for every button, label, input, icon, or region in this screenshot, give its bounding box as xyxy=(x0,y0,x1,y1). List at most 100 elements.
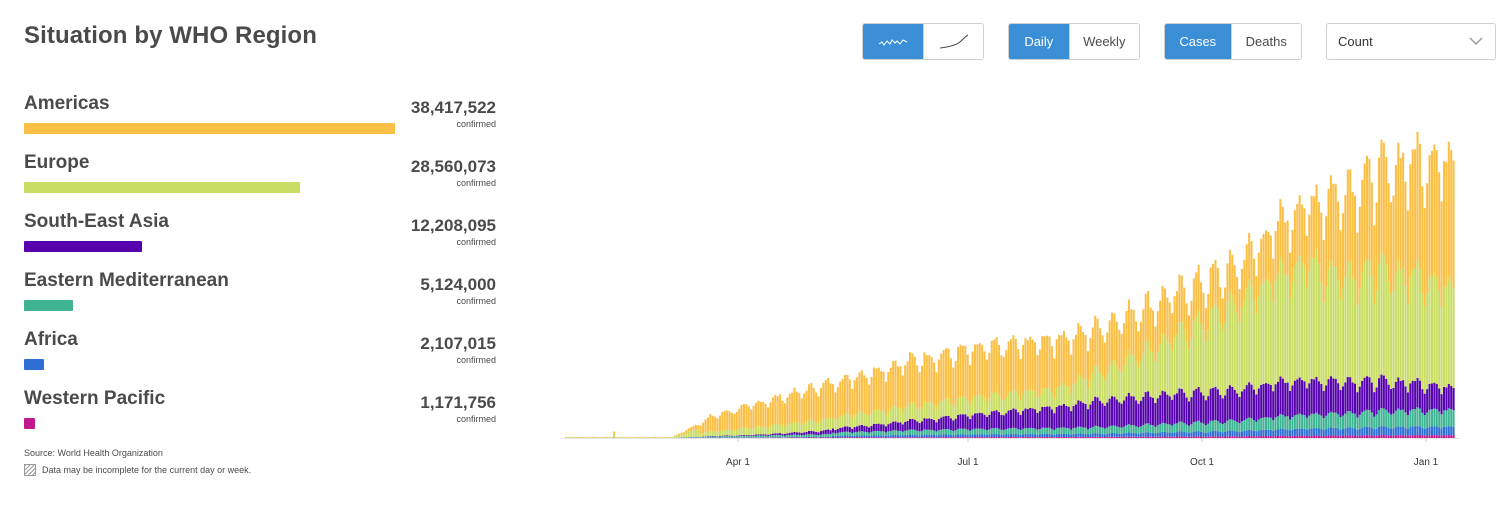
region-name: Europe xyxy=(24,152,90,173)
bar-segment xyxy=(1298,377,1301,414)
bar-segment xyxy=(1349,427,1352,436)
bar-segment xyxy=(1014,338,1017,392)
bar-segment xyxy=(1325,216,1328,287)
bar-segment xyxy=(906,434,909,438)
bar-segment xyxy=(1007,410,1010,429)
region-row[interactable]: Americas 38,417,522 confirmed xyxy=(24,93,496,149)
bar-segment xyxy=(829,418,832,431)
bar-segment xyxy=(921,435,924,438)
region-bar xyxy=(24,300,73,311)
bar-segment xyxy=(1447,426,1450,436)
daily-button[interactable]: Daily xyxy=(1009,24,1069,59)
bar-segment xyxy=(827,437,830,438)
bar-segment xyxy=(983,434,986,438)
bar-segment xyxy=(860,437,863,438)
bar-segment xyxy=(1387,281,1390,385)
bar-segment xyxy=(851,418,854,429)
bar-segment xyxy=(1320,212,1323,283)
bar-segment xyxy=(1135,321,1138,363)
bar-segment xyxy=(1245,244,1248,289)
bar-segment xyxy=(1387,183,1390,282)
bar-segment xyxy=(687,431,690,438)
bar-segment xyxy=(973,434,976,438)
bar-segment xyxy=(1390,428,1393,436)
bar-segment xyxy=(733,413,736,431)
bar-segment xyxy=(1248,429,1251,436)
bar-segment xyxy=(1053,430,1056,435)
bar-segment xyxy=(1298,435,1301,438)
bar-segment xyxy=(959,428,962,435)
bar-segment xyxy=(1079,375,1082,402)
bar-segment xyxy=(1414,381,1417,410)
bar-segment xyxy=(846,431,849,436)
bar-segment xyxy=(1358,386,1361,415)
bar-segment xyxy=(971,429,974,435)
bar-segment xyxy=(906,420,909,431)
bar-segment xyxy=(1159,436,1162,438)
bar-segment xyxy=(853,432,856,436)
bar-segment xyxy=(901,375,904,413)
sparkline-button[interactable] xyxy=(863,24,924,59)
bar-segment xyxy=(899,437,902,438)
bar-segment xyxy=(911,434,914,438)
bar-segment xyxy=(908,352,912,402)
bar-segment xyxy=(971,434,974,438)
bar-segment xyxy=(1310,428,1313,436)
bar-segment xyxy=(1120,436,1123,438)
region-row[interactable]: Western Pacific 1,171,756 confirmed xyxy=(24,388,496,444)
region-row[interactable]: Africa 2,107,015 confirmed xyxy=(24,329,496,385)
region-row[interactable]: Europe 28,560,073 confirmed xyxy=(24,152,496,208)
bar-segment xyxy=(1272,436,1275,438)
bar-segment xyxy=(1103,405,1106,429)
bar-segment xyxy=(1106,373,1109,403)
bar-segment xyxy=(1375,202,1378,291)
bar-segment xyxy=(793,387,796,422)
region-row[interactable]: South-East Asia 12,208,095 confirmed xyxy=(24,211,496,267)
bar-segment xyxy=(1029,336,1032,390)
bar-segment xyxy=(714,436,717,438)
bar-segment xyxy=(726,435,729,437)
bar-segment xyxy=(608,437,611,438)
period-toggle: Daily Weekly xyxy=(1008,23,1140,60)
cumulative-curve-button[interactable] xyxy=(923,24,983,59)
bar-segment xyxy=(899,408,902,423)
bar-segment xyxy=(839,427,842,433)
bar-segment xyxy=(634,437,637,438)
region-confirmed-label: confirmed xyxy=(456,237,496,247)
bar-segment xyxy=(921,437,924,438)
bar-segment xyxy=(993,437,996,438)
bar-segment xyxy=(1209,431,1212,437)
bar-segment xyxy=(1058,335,1061,387)
bar-segment xyxy=(649,437,652,438)
region-row[interactable]: Eastern Mediterranean 5,124,000 confirmed xyxy=(24,270,496,326)
bar-segment xyxy=(1151,310,1154,353)
bar-segment xyxy=(834,429,837,434)
bar-segment xyxy=(1055,407,1058,429)
bar-segment xyxy=(1370,412,1373,428)
bar-segment xyxy=(1171,399,1174,426)
scale-select[interactable]: Count xyxy=(1326,23,1496,60)
bar-segment xyxy=(1118,329,1121,371)
bar-segment xyxy=(1188,433,1191,437)
bar-segment xyxy=(1017,437,1020,438)
cases-button[interactable]: Cases xyxy=(1165,24,1231,59)
bar-segment xyxy=(1315,250,1318,377)
bar-segment xyxy=(1262,417,1265,430)
weekly-button[interactable]: Weekly xyxy=(1068,24,1139,59)
bar-segment xyxy=(651,437,654,438)
bar-segment xyxy=(1219,322,1222,396)
bar-segment xyxy=(1046,427,1049,434)
bar-segment xyxy=(1142,425,1145,433)
bar-segment xyxy=(1418,426,1421,436)
bar-segment xyxy=(750,435,753,437)
bar-segment xyxy=(666,437,669,438)
bar-segment xyxy=(1452,426,1455,436)
bar-segment xyxy=(1284,416,1287,430)
bar-segment xyxy=(791,392,794,424)
bar-segment xyxy=(1214,430,1217,437)
bar-segment xyxy=(971,351,974,400)
deaths-button[interactable]: Deaths xyxy=(1230,24,1301,59)
bar-segment xyxy=(1250,436,1253,438)
bar-segment xyxy=(848,379,851,416)
bar-segment xyxy=(836,435,839,438)
